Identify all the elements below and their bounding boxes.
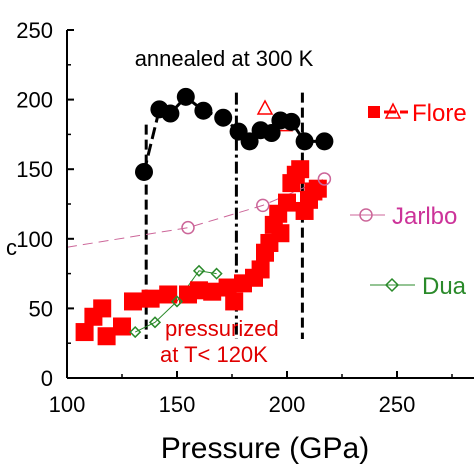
x-tick-label: 200 bbox=[269, 392, 306, 417]
axes: 100 150 200 250 0 50 100 150 200 250 bbox=[16, 18, 474, 417]
annotation-annealed: annealed at 300 K bbox=[135, 46, 314, 71]
series-line bbox=[66, 178, 325, 248]
data-point-square bbox=[159, 285, 178, 304]
data-point-circle bbox=[135, 162, 153, 181]
data-point-square bbox=[218, 278, 237, 297]
data-point-square bbox=[75, 323, 94, 342]
data-point-circle bbox=[295, 132, 314, 151]
data-point-square bbox=[271, 224, 290, 243]
data-point-open-circle bbox=[256, 198, 270, 213]
data-point-open-diamond bbox=[192, 264, 206, 277]
y-tick-label: 100 bbox=[16, 227, 53, 252]
data-point-circle bbox=[282, 112, 301, 131]
data-point-circle bbox=[262, 124, 281, 143]
legend-label-dua: Dua bbox=[422, 273, 467, 300]
data-point-open-diamond bbox=[170, 295, 184, 308]
data-point-square bbox=[291, 160, 310, 179]
data-point-open-diamond bbox=[129, 326, 142, 339]
data-point-circle bbox=[194, 101, 213, 120]
x-tick-label: 100 bbox=[49, 392, 86, 417]
data-point-open-triangle bbox=[256, 99, 274, 115]
data-point-circle bbox=[315, 132, 334, 151]
y-tick-label: 250 bbox=[16, 18, 53, 43]
x-axis-title: Pressure (GPa) bbox=[161, 432, 369, 465]
data-point-circle bbox=[176, 87, 195, 106]
data-point-circle bbox=[161, 104, 180, 123]
data-point-square bbox=[225, 292, 244, 311]
data-point-square bbox=[141, 289, 160, 308]
data-point-square bbox=[203, 282, 222, 301]
y-tick-label: 150 bbox=[16, 157, 53, 182]
x-tick-label: 250 bbox=[379, 392, 416, 417]
legend-circle-icon bbox=[359, 208, 373, 222]
legend-label-flore: Flore bbox=[412, 100, 467, 127]
data-point-square bbox=[93, 299, 112, 318]
annotation-pressurized-line2: at T< 120K bbox=[160, 342, 268, 367]
annotation-pressurized-line1: pressurized bbox=[165, 316, 279, 341]
x-tick-label: 150 bbox=[159, 392, 196, 417]
data-point-square bbox=[251, 260, 270, 279]
data-point-open-circle bbox=[317, 172, 332, 186]
data-point-square bbox=[124, 292, 142, 311]
legend-diamond-icon bbox=[384, 277, 400, 293]
data-point-square bbox=[308, 179, 327, 198]
data-point-square bbox=[278, 193, 296, 212]
data-point-open-circle bbox=[181, 220, 195, 235]
legend: Flore Jarlbo Dua bbox=[350, 100, 467, 300]
data-point-circle bbox=[214, 108, 233, 127]
data-point-square bbox=[97, 327, 116, 346]
data-marks bbox=[75, 87, 334, 346]
data-point-open-diamond bbox=[148, 316, 162, 329]
legend-square-flore bbox=[368, 106, 380, 118]
y-tick-label: 50 bbox=[29, 296, 53, 321]
y-axis-title: c bbox=[6, 235, 17, 260]
data-point-circle bbox=[240, 132, 259, 151]
data-point-square bbox=[113, 317, 131, 336]
legend-triangle-icon bbox=[384, 102, 402, 119]
legend-label-jarlbo: Jarlbo bbox=[392, 203, 457, 230]
y-tick-label: 0 bbox=[41, 366, 53, 391]
y-tick-label: 200 bbox=[16, 88, 53, 113]
data-point-open-diamond bbox=[210, 267, 223, 280]
